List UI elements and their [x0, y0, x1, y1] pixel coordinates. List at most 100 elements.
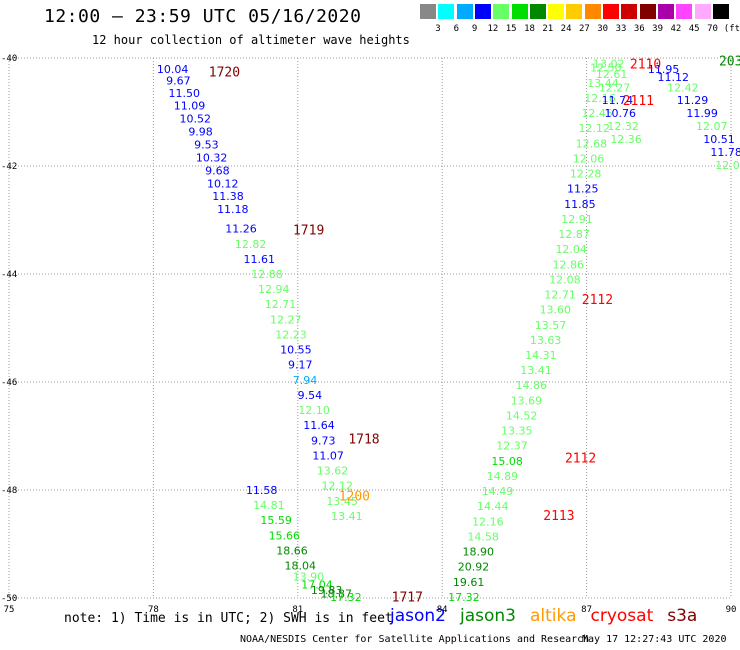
- wave-height-value: 10.76: [605, 107, 637, 120]
- wave-height-value: 12.27: [270, 313, 302, 326]
- wave-height-value: 11.61: [244, 253, 276, 266]
- wave-height-value: 13.90: [293, 570, 325, 583]
- color-swatch: [566, 4, 583, 19]
- wave-height-value: 11.26: [225, 223, 257, 236]
- wave-height-value: 10.04: [157, 63, 189, 76]
- y-tick-label: -46: [1, 378, 17, 388]
- wave-height-value: 12.87: [558, 228, 590, 241]
- color-scale-label: 18: [524, 24, 535, 34]
- color-scale-label: 12: [487, 24, 499, 34]
- wave-height-value: 18.90: [463, 546, 495, 559]
- wave-height-value: 12.45: [581, 107, 613, 120]
- color-swatch: [712, 4, 729, 19]
- wave-height-value: 12.04: [555, 243, 587, 256]
- wave-height-value: 12.68: [576, 137, 608, 150]
- pass-label: 1720: [209, 66, 240, 81]
- pass-label: 2112: [565, 452, 596, 467]
- wave-height-value: 12.27: [599, 82, 631, 95]
- color-scale-label: 6: [453, 24, 459, 34]
- wave-height-value: 12.06: [573, 152, 605, 165]
- color-scale-label: 45: [688, 24, 700, 34]
- x-tick-label: 87: [581, 605, 592, 615]
- color-scale-label: 30: [597, 24, 609, 34]
- wave-height-value: 11.78: [710, 146, 740, 159]
- wave-height-value: 10.12: [207, 177, 239, 190]
- color-scale-label: 9: [471, 24, 478, 34]
- color-swatch: [529, 4, 546, 19]
- wave-height-value: 11.99: [686, 107, 718, 120]
- wave-height-value: 12.07: [715, 159, 740, 172]
- pass-label: 1200: [339, 489, 370, 504]
- wave-height-value: 13.41: [331, 510, 363, 523]
- wave-height-value: 9.54: [298, 389, 323, 402]
- wave-height-value: 19.61: [453, 576, 485, 589]
- color-scale-label: 70: [707, 24, 718, 34]
- x-tick-label: 90: [726, 605, 737, 615]
- wave-height-value: 12.61: [596, 68, 628, 81]
- wave-height-value: 14.86: [515, 379, 547, 392]
- wave-height-value: 13.41: [520, 364, 552, 377]
- wave-height-value: 13.02: [593, 57, 625, 70]
- color-swatch: [676, 4, 693, 19]
- note-text: note: 1) Time is in UTC; 2) SWH is in fe…: [64, 611, 393, 626]
- color-scale-label: 3: [435, 24, 441, 34]
- footer-credit: NOAA/NESDIS Center for Satellite Applica…: [240, 634, 590, 645]
- wave-height-value: 12.12: [579, 122, 611, 135]
- wave-height-value: 11.25: [567, 183, 599, 196]
- wave-height-value: 14.52: [506, 409, 538, 422]
- pass-label: 1718: [348, 433, 379, 448]
- color-swatch: [456, 4, 473, 19]
- wave-height-value: 11.50: [168, 87, 200, 100]
- wave-height-value: 11.64: [303, 419, 335, 432]
- pass-label: 2113: [543, 509, 574, 524]
- wave-height-value: 10.51: [703, 133, 735, 146]
- color-swatch: [657, 4, 674, 19]
- wave-height-value: 11.95: [648, 63, 680, 76]
- wave-height-value: 17.32: [330, 591, 362, 604]
- wave-height-value: 13.69: [511, 394, 543, 407]
- wave-height-value: 18.87: [321, 588, 353, 601]
- color-scale-label: 42: [670, 24, 682, 34]
- wave-height-value: 11.07: [312, 449, 344, 462]
- chart-subtitle: 12 hour collection of altimeter wave hei…: [92, 33, 410, 47]
- wave-height-value: 11.38: [212, 190, 244, 203]
- wave-height-value: 12.82: [235, 238, 267, 251]
- wave-height-value: 10.52: [180, 112, 212, 125]
- wave-height-value: 13.60: [540, 304, 572, 317]
- chart-title: 12:00 – 23:59 UTC 05/16/2020: [44, 6, 362, 27]
- pass-label: 2111: [623, 94, 654, 109]
- footer-timestamp: May 17 12:27:43 UTC 2020: [582, 634, 727, 645]
- wave-height-value: 17.04: [301, 579, 333, 592]
- wave-height-value: 15.08: [491, 455, 523, 468]
- wave-height-value: 12.10: [298, 404, 330, 417]
- wave-height-value: 7.94: [293, 374, 318, 387]
- wave-height-value: 9.68: [205, 164, 230, 177]
- wave-height-value: 20.92: [458, 561, 490, 574]
- wave-height-value: 12.32: [607, 120, 639, 133]
- color-swatch: [511, 4, 528, 19]
- wave-height-value: 11.74: [602, 94, 634, 107]
- wave-height-value: 9.67: [166, 75, 191, 88]
- wave-height-value: 12.94: [258, 283, 290, 296]
- wave-height-value: 13.63: [530, 334, 562, 347]
- x-tick-label: 75: [4, 605, 15, 615]
- wave-height-value: 18.04: [284, 560, 316, 573]
- x-tick-label: 81: [292, 605, 303, 615]
- wave-height-value: 14.49: [482, 485, 514, 498]
- wave-height-value: 12.16: [584, 92, 616, 105]
- color-scale-label: 15: [505, 24, 517, 34]
- satellite-legend-s3a: s3a: [667, 606, 698, 626]
- wave-height-value: 12.37: [496, 440, 528, 453]
- wave-height-value: 9.17: [288, 359, 313, 372]
- wave-height-value: 14.44: [477, 500, 509, 513]
- color-scale-label: 27: [578, 24, 590, 34]
- wave-height-value: 12.86: [553, 258, 585, 271]
- color-scale-label: 21: [542, 24, 554, 34]
- color-scale-label: 24: [560, 24, 572, 34]
- y-tick-label: -50: [1, 594, 17, 604]
- color-scale-label: 33: [615, 24, 627, 34]
- wave-height-value: 9.98: [188, 125, 213, 138]
- wave-height-value: 9.53: [194, 138, 219, 151]
